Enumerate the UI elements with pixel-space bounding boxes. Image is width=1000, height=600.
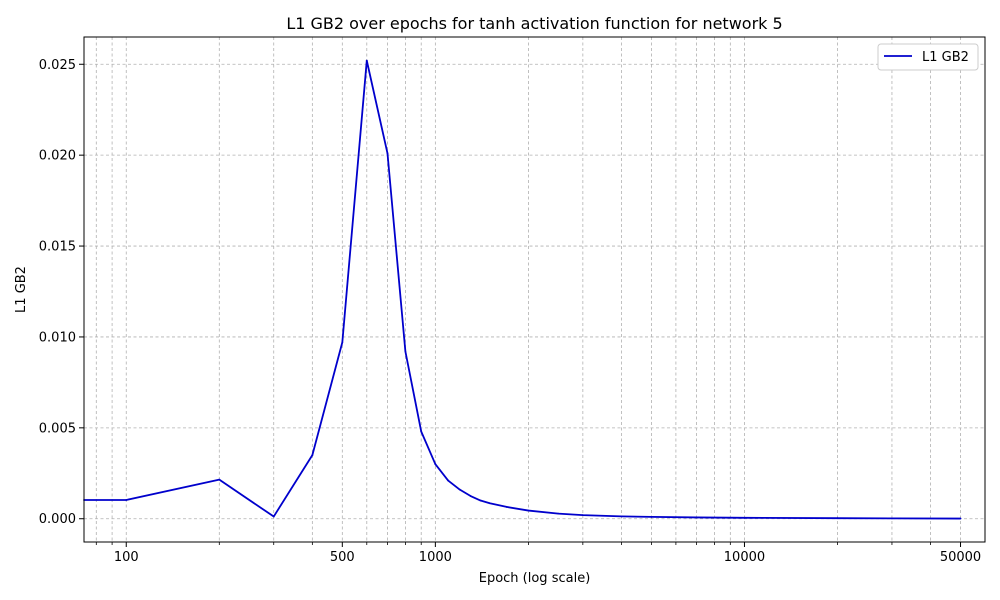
chart-title: L1 GB2 over epochs for tanh activation f…	[286, 14, 782, 33]
x-axis-label: Epoch (log scale)	[479, 571, 591, 586]
data-point	[458, 488, 461, 491]
data-point	[695, 516, 698, 519]
x-tick-label: 1000	[419, 550, 452, 565]
data-point	[341, 341, 344, 344]
data-point	[620, 515, 623, 518]
legend-box	[877, 43, 979, 71]
data-point	[272, 515, 275, 518]
plot-background	[84, 37, 985, 542]
data-point	[218, 478, 221, 481]
data-point	[479, 499, 482, 502]
data-point	[404, 350, 407, 353]
y-tick-label: 0.010	[39, 330, 76, 345]
x-axis-ticks: 100 500 1000 10000 50000	[95, 542, 981, 565]
data-point	[447, 479, 450, 482]
data-point	[527, 509, 530, 512]
data-point	[891, 517, 893, 520]
data-point	[650, 516, 653, 518]
x-tick-label: 10000	[724, 550, 765, 565]
data-point	[581, 514, 584, 516]
data-point	[836, 517, 839, 520]
y-tick-label: 0.020	[39, 149, 76, 164]
data-point	[488, 502, 491, 505]
legend: L1 GB2	[877, 43, 979, 71]
data-point	[311, 454, 314, 457]
y-axis-label: L1 GB2	[14, 266, 29, 313]
data-point	[959, 517, 962, 520]
data-point	[434, 463, 437, 466]
data-point	[125, 499, 128, 501]
minor-gridlines	[95, 37, 931, 542]
data-point	[743, 516, 746, 519]
x-tick-label: 50000	[940, 550, 981, 565]
plot-frame	[83, 36, 986, 543]
y-axis-ticks: 0.000 0.005 0.010 0.015 0.020 0.025	[39, 58, 84, 527]
x-tick-label: 100	[114, 550, 139, 565]
legend-label: L1 GB2	[922, 50, 969, 65]
data-point	[365, 59, 368, 62]
y-tick-label: 0.025	[39, 58, 76, 73]
x-tick-label: 500	[330, 550, 355, 565]
data-point	[505, 506, 508, 508]
y-tick-label: 0.000	[39, 512, 76, 527]
y-tick-label: 0.015	[39, 240, 76, 255]
y-tick-label: 0.005	[39, 421, 76, 436]
data-point	[469, 495, 472, 497]
data-point	[420, 430, 423, 433]
data-point	[557, 512, 560, 515]
series-layer	[83, 59, 962, 520]
data-point	[386, 152, 389, 155]
